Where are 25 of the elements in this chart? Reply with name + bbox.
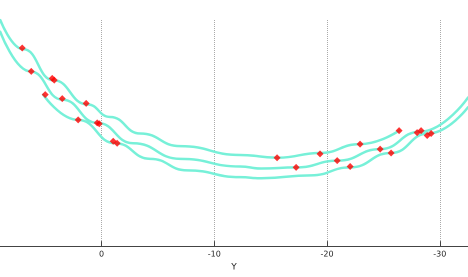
point [58, 95, 66, 102]
x-axis-title: Y [230, 262, 238, 272]
point [114, 140, 121, 147]
point [82, 100, 90, 107]
point [346, 163, 354, 170]
point [292, 164, 300, 171]
x-tick-label: -30 [433, 250, 446, 259]
x-tick-label: 0 [98, 250, 104, 259]
point [316, 150, 324, 158]
point [418, 127, 425, 134]
point [414, 129, 421, 136]
point [396, 127, 403, 134]
point [28, 68, 35, 75]
point [18, 44, 26, 52]
point [428, 130, 435, 137]
point [424, 132, 431, 140]
point [42, 91, 49, 98]
point [74, 116, 82, 124]
point [356, 140, 364, 148]
point [334, 157, 341, 164]
point [376, 146, 384, 153]
point [388, 149, 395, 156]
point [274, 154, 281, 162]
x-tick-label: -10 [208, 250, 221, 259]
x-tick-label: -20 [320, 250, 334, 259]
